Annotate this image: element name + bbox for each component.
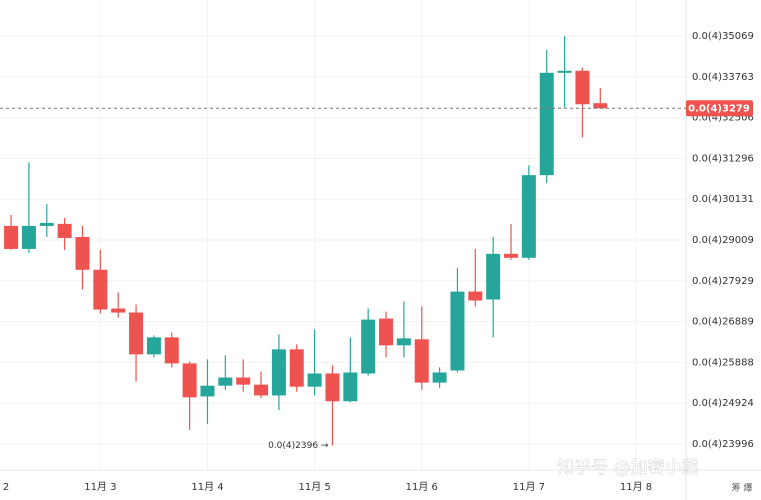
candle-body (575, 70, 590, 105)
candle-body (21, 225, 36, 249)
current-price-label: 0.0(4)3279 (688, 103, 750, 114)
y-tick-label: 0.0(4)26889 (692, 317, 754, 328)
y-tick-label: 0.0(4)30131 (692, 194, 754, 205)
candle-body (182, 363, 197, 398)
y-tick-label: 0.0(4)29009 (692, 235, 754, 246)
watermark: 知乎号 @加密小熊 (557, 458, 698, 478)
x-tick-label: 11月 4 (191, 481, 223, 493)
candle-body (164, 337, 179, 364)
x-tick-label: 11月 7 (513, 481, 545, 493)
x-tick-label: 2 (3, 482, 9, 493)
y-tick-label: 0.0(4)31296 (692, 153, 754, 164)
candle-body (557, 70, 572, 73)
candle-body (361, 319, 376, 374)
low-marker-label: 0.0(4)2396 → (268, 441, 329, 451)
candle-body (289, 349, 304, 387)
candle-body (4, 225, 19, 249)
y-tick-label: 0.0(4)32506 (692, 113, 754, 124)
x-tick-label: 11月 8 (620, 481, 652, 493)
corner-text: 筹 爆 (732, 482, 753, 494)
y-tick-label: 0.0(4)23996 (692, 439, 754, 450)
candle-body (432, 372, 447, 383)
candle-body (146, 337, 161, 355)
candle-body (39, 222, 54, 226)
candle-body (504, 253, 519, 258)
candle-body (236, 377, 251, 385)
candle-body (593, 103, 608, 109)
candle-body (521, 175, 536, 258)
candle-body (343, 372, 358, 402)
y-tick-label: 0.0(4)35069 (692, 31, 754, 42)
y-tick-label: 0.0(4)27929 (692, 276, 754, 287)
candle-body (539, 72, 554, 176)
candle-body (218, 377, 233, 386)
candle-body (111, 308, 126, 313)
candle-body (325, 373, 340, 402)
x-tick-label: 11月 3 (84, 481, 116, 493)
candle-body (307, 373, 322, 387)
candle-body (486, 253, 501, 300)
y-tick-label: 0.0(4)33763 (692, 72, 754, 83)
x-tick-label: 11月 6 (406, 481, 438, 493)
candle-body (93, 269, 108, 310)
candle-body (200, 385, 215, 397)
labels: 0.0(4)23996 0.0(4)24924 0.0(4)25888 0.0(4)2… (3, 31, 754, 493)
candle-body (271, 349, 286, 396)
candle-body (57, 223, 72, 238)
candle-body (450, 291, 465, 371)
y-tick-label: 0.0(4)24924 (692, 398, 754, 409)
candle-body (414, 339, 429, 383)
y-tick-label: 0.0(4)25888 (692, 357, 754, 368)
candle-body (468, 291, 483, 301)
candles (0, 36, 686, 446)
current-price-box (686, 100, 753, 117)
candle-body (129, 312, 144, 355)
candle-body (75, 236, 90, 270)
candle-body (379, 318, 394, 346)
candle-body (254, 384, 269, 396)
x-tick-label: 11月 5 (298, 481, 330, 493)
candle-body (396, 338, 411, 346)
